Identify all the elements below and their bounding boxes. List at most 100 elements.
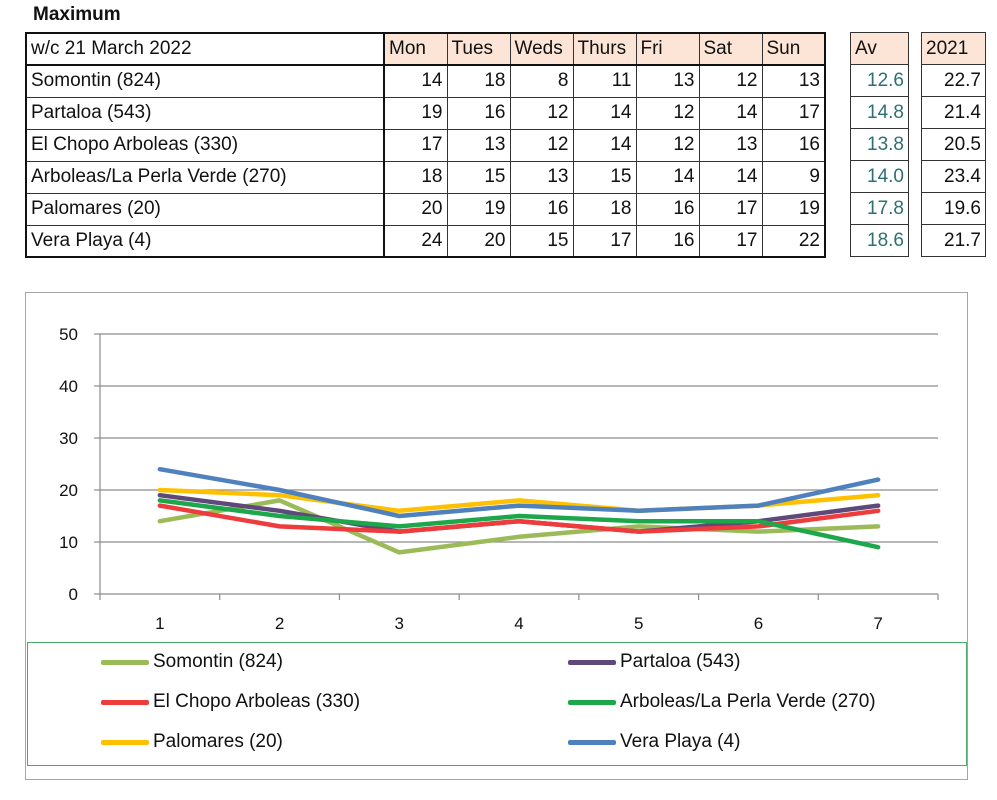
year-2021-row: 23.4 [921, 160, 986, 193]
temperature-cell: 14 [572, 96, 637, 130]
temperature-cell: 15 [446, 160, 511, 194]
temperature-cell: 14 [635, 160, 700, 194]
day-header: Fri [635, 32, 700, 66]
average-row: 18.6 [850, 224, 909, 257]
station-name: Arboleas/La Perla Verde (270) [25, 160, 385, 194]
legend-label: Partaloa (543) [620, 651, 741, 672]
week-label: w/c 21 March 2022 [25, 32, 385, 66]
legend-swatch [101, 739, 149, 745]
temperature-cell: 14 [572, 128, 637, 162]
day-header: Mon [383, 32, 448, 66]
year-2021-cell: 21.7 [921, 224, 986, 257]
table-row: El Chopo Arboleas (330) 17 13 12 14 12 13 16 [25, 128, 826, 162]
temperature-cell: 17 [572, 224, 637, 258]
station-name: Vera Playa (4) [25, 224, 385, 258]
y-tick-label: 0 [69, 585, 78, 604]
temperature-cell: 13 [446, 128, 511, 162]
legend-swatch [568, 699, 616, 705]
temperature-cell: 18 [572, 192, 637, 226]
temperature-cell: 16 [761, 128, 826, 162]
year-2021-cell: 22.7 [921, 64, 986, 97]
legend-item: Somontin (824) [101, 651, 283, 673]
legend-swatch [568, 739, 616, 745]
chart-legend: Somontin (824) Partaloa (543) El Chopo Arb… [27, 642, 967, 766]
year-2021-cell: 21.4 [921, 96, 986, 129]
temperature-cell: 19 [446, 192, 511, 226]
year-2021-header-row: 2021 [921, 32, 986, 65]
temperature-table: w/c 21 March 2022 Mon Tues Weds Thurs Fr… [25, 32, 826, 258]
chart-frame [25, 292, 968, 780]
legend-label: Somontin (824) [153, 651, 283, 672]
legend-swatch [101, 699, 149, 705]
year-2021-row: 20.5 [921, 128, 986, 161]
series-line [157, 498, 881, 550]
year-2021-row: 21.4 [921, 96, 986, 129]
year-2021-header: 2021 [921, 32, 986, 65]
temperature-cell: 17 [383, 128, 448, 162]
day-header: Weds [509, 32, 574, 66]
table-row: Palomares (20) 20 19 16 18 16 17 19 [25, 192, 826, 226]
day-header: Thurs [572, 32, 637, 66]
legend-item: Palomares (20) [101, 731, 283, 753]
legend-item: Arboleas/La Perla Verde (270) [568, 691, 876, 713]
legend-swatch [101, 659, 149, 665]
series-line [157, 503, 881, 534]
table-header-row: w/c 21 March 2022 Mon Tues Weds Thurs Fr… [25, 32, 826, 66]
temperature-cell: 20 [446, 224, 511, 258]
series-line [157, 498, 881, 555]
station-name: Somontin (824) [25, 64, 385, 98]
day-header: Sat [698, 32, 763, 66]
year-2021-cell: 20.5 [921, 128, 986, 161]
year-2021-row: 22.7 [921, 64, 986, 97]
legend-item: Partaloa (543) [568, 651, 740, 673]
y-tick-label: 30 [59, 429, 78, 448]
legend-label: Arboleas/La Perla Verde (270) [620, 691, 876, 712]
temperature-cell: 12 [698, 64, 763, 98]
temperature-cell: 13 [698, 128, 763, 162]
x-tick-label: 1 [155, 614, 164, 633]
table-row: Vera Playa (4) 24 20 15 17 16 17 22 [25, 224, 826, 258]
temperature-cell: 19 [383, 96, 448, 130]
temperature-cell: 17 [698, 192, 763, 226]
legend-item: El Chopo Arboleas (330) [101, 691, 360, 713]
x-tick-label: 2 [275, 614, 284, 633]
temperature-cell: 16 [635, 192, 700, 226]
year-2021-cell: 19.6 [921, 192, 986, 225]
table-row: Somontin (824) 14 18 8 11 13 12 13 [25, 64, 826, 98]
page-title: Maximum [33, 4, 121, 25]
x-tick-label: 4 [514, 614, 523, 633]
x-tick-label: 3 [395, 614, 404, 633]
x-tick-label: 5 [634, 614, 643, 633]
table-row: Partaloa (543) 19 16 12 14 12 14 17 [25, 96, 826, 130]
legend-label: Palomares (20) [153, 731, 283, 752]
series-line [157, 466, 881, 519]
temperature-cell: 8 [509, 64, 574, 98]
y-tick-label: 20 [59, 481, 78, 500]
temperature-cell: 17 [698, 224, 763, 258]
legend-label: El Chopo Arboleas (330) [153, 691, 361, 712]
average-row: 14.8 [850, 96, 909, 129]
average-cell: 14.8 [850, 96, 909, 129]
temperature-cell: 19 [761, 192, 826, 226]
average-cell: 12.6 [850, 64, 909, 97]
station-name: El Chopo Arboleas (330) [25, 128, 385, 162]
x-tick-label: 7 [873, 614, 882, 633]
x-tick-label: 6 [754, 614, 763, 633]
temperature-cell: 13 [761, 64, 826, 98]
year-2021-table: 2021 22.7 21.4 20.5 23.4 19.6 21.7 [921, 32, 986, 257]
year-2021-row: 21.7 [921, 224, 986, 257]
average-cell: 18.6 [850, 224, 909, 257]
temperature-cell: 20 [383, 192, 448, 226]
y-tick-label: 10 [59, 533, 78, 552]
temperature-cell: 13 [509, 160, 574, 194]
legend-item: Vera Playa (4) [568, 731, 740, 753]
y-tick-label: 50 [59, 325, 78, 344]
day-header: Sun [761, 32, 826, 66]
average-row: 17.8 [850, 192, 909, 225]
year-2021-row: 19.6 [921, 192, 986, 225]
year-2021-cell: 23.4 [921, 160, 986, 193]
temperature-cell: 22 [761, 224, 826, 258]
legend-label: Vera Playa (4) [620, 731, 741, 752]
legend-swatch [568, 659, 616, 665]
